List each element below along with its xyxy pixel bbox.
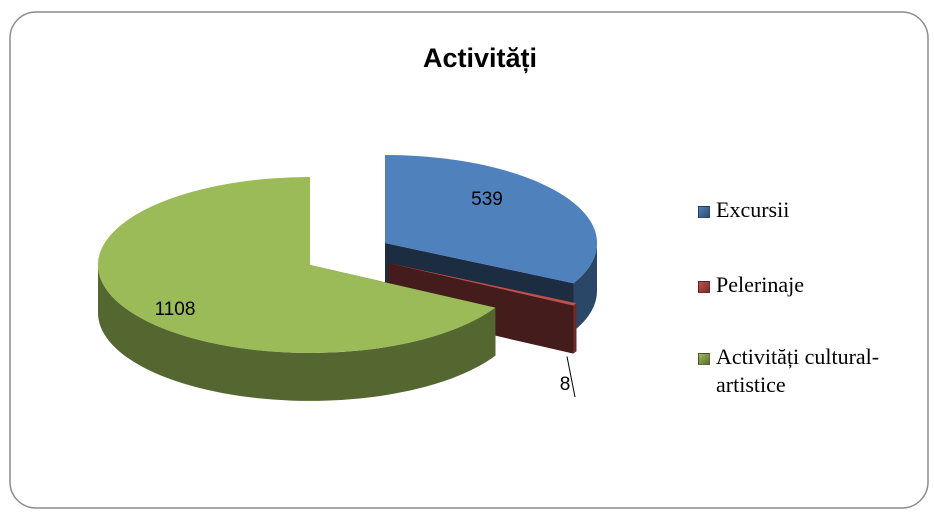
legend-label: Pelerinaje: [716, 272, 804, 297]
data-label: 8: [560, 374, 571, 395]
chart-title: Activități: [423, 43, 537, 73]
legend-item: Activități cultural-artistice: [698, 343, 923, 399]
slice-side: [573, 303, 577, 354]
legend: Excursii Pelerinaje Activități cultural-ar…: [698, 196, 923, 399]
data-label: 539: [471, 189, 503, 210]
slice-top: [97, 176, 496, 353]
pie: [97, 155, 598, 401]
legend-item: Excursii: [698, 196, 923, 224]
legend-swatch: [698, 281, 710, 293]
leader-line: [566, 356, 576, 398]
legend-label: Excursii: [716, 197, 790, 222]
legend-swatch: [698, 353, 710, 365]
legend-label: Activități cultural-artistice: [716, 344, 880, 397]
slice-top: [388, 263, 577, 306]
data-label: 1108: [155, 299, 196, 320]
legend-swatch: [698, 206, 710, 218]
pie-slice: [97, 176, 496, 401]
slice-top: [385, 155, 598, 284]
legend-item: Pelerinaje: [698, 271, 923, 299]
slice-side: [98, 265, 496, 401]
slice-side: [573, 243, 597, 332]
